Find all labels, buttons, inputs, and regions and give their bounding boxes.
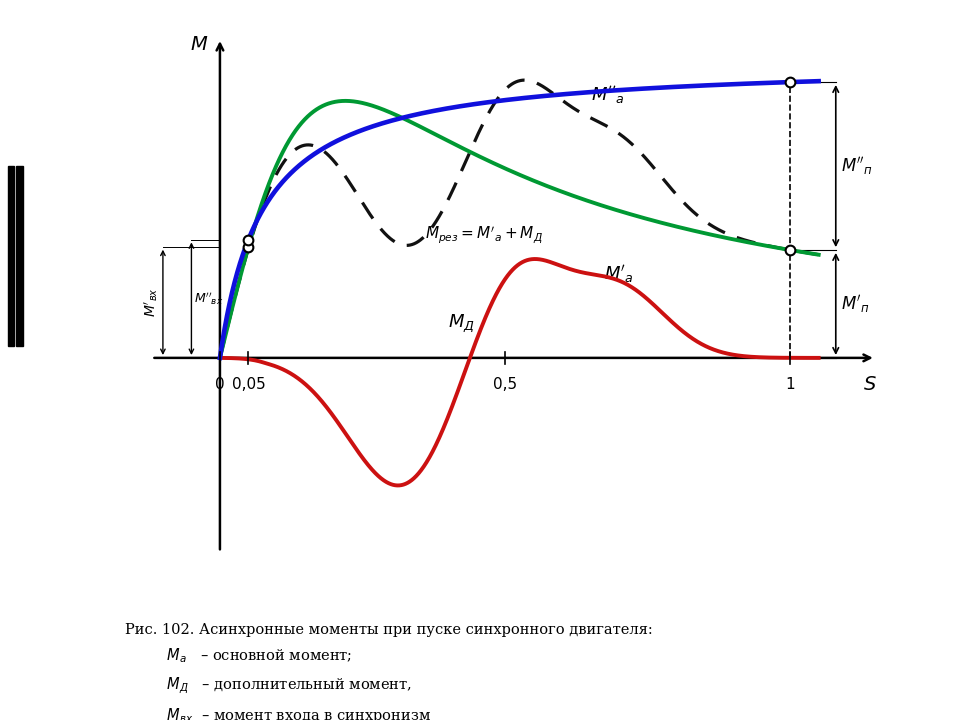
Text: $M_{рез} = M'_a + M_{Д}$: $M_{рез} = M'_a + M_{Д}$ bbox=[425, 224, 543, 246]
Text: $M_{Д}$: $M_{Д}$ bbox=[448, 312, 475, 333]
Text: $M$: $M$ bbox=[190, 35, 208, 54]
Text: $M'_{п}$: $M'_{п}$ bbox=[842, 293, 870, 315]
Text: $M''_{п}$: $M''_{п}$ bbox=[842, 155, 874, 177]
Text: $M'_{вх}$: $M'_{вх}$ bbox=[142, 287, 160, 318]
Text: $M''_{вх}$: $M''_{вх}$ bbox=[194, 290, 224, 307]
Text: $M'_a$: $M'_a$ bbox=[604, 263, 634, 285]
Text: $S$: $S$ bbox=[863, 375, 876, 394]
Text: 0: 0 bbox=[215, 377, 225, 392]
Text: 0,5: 0,5 bbox=[493, 377, 517, 392]
Text: 0,05: 0,05 bbox=[231, 377, 265, 392]
Text: Рис. 102. Асинхронные моменты при пуске синхронного двигателя:
         $M_a$   : Рис. 102. Асинхронные моменты при пуске … bbox=[125, 623, 653, 720]
Text: 1: 1 bbox=[785, 377, 795, 392]
Text: $M''_a$: $M''_a$ bbox=[591, 84, 624, 107]
